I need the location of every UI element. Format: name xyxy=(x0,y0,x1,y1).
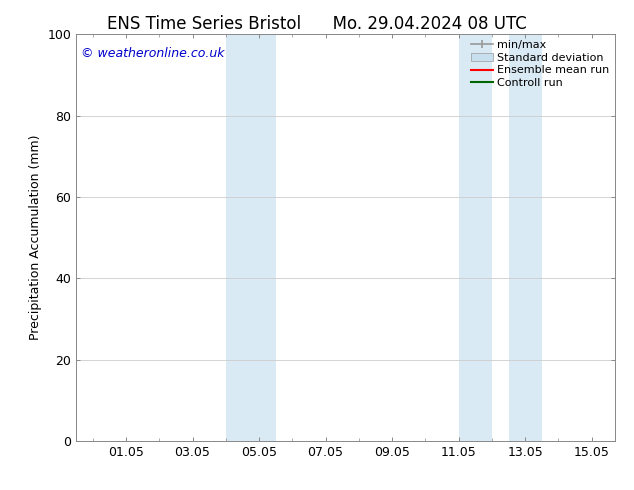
Bar xyxy=(226,34,276,441)
Bar xyxy=(458,34,492,441)
Text: © weatheronline.co.uk: © weatheronline.co.uk xyxy=(81,47,225,59)
Legend: min/max, Standard deviation, Ensemble mean run, Controll run: min/max, Standard deviation, Ensemble me… xyxy=(469,38,612,91)
Y-axis label: Precipitation Accumulation (mm): Precipitation Accumulation (mm) xyxy=(29,135,42,341)
Text: ENS Time Series Bristol      Mo. 29.04.2024 08 UTC: ENS Time Series Bristol Mo. 29.04.2024 0… xyxy=(107,15,527,33)
Bar xyxy=(508,34,542,441)
